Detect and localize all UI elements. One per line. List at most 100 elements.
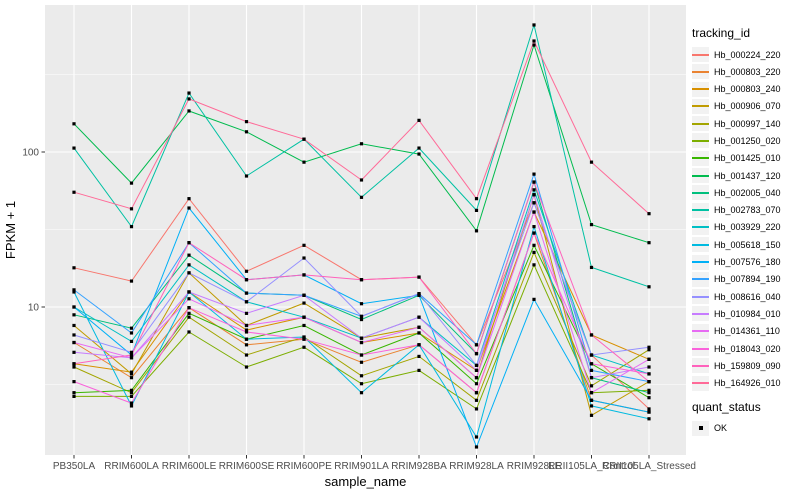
data-point-marker <box>187 290 191 294</box>
data-point-marker <box>417 292 421 296</box>
data-point-marker <box>72 305 76 309</box>
data-point-marker <box>647 417 651 421</box>
y-tick-label: 100 <box>22 148 39 159</box>
legend-key <box>692 323 709 339</box>
data-point-marker <box>647 345 651 349</box>
data-point-marker <box>129 391 134 395</box>
data-point-marker <box>244 337 249 341</box>
data-point-marker <box>244 291 249 295</box>
x-tick-label: RRII105LA_Control <box>548 461 635 472</box>
x-tick-label: RRIM600LA <box>104 461 159 472</box>
data-point-marker <box>244 328 249 332</box>
data-point-marker <box>359 391 364 395</box>
legend-item: Hb_000906_070 <box>692 98 798 115</box>
data-point-marker <box>129 353 134 357</box>
data-point-marker <box>72 266 76 270</box>
legend-label: Hb_000997_140 <box>714 118 781 129</box>
data-point-marker <box>187 315 191 319</box>
x-tick-label: PB350LA <box>53 461 96 472</box>
data-point-marker <box>72 323 76 328</box>
data-point-marker <box>244 269 249 273</box>
status-legend-label: OK <box>714 423 728 434</box>
data-point-marker <box>647 285 651 289</box>
data-point-marker <box>187 271 191 275</box>
data-point-marker <box>417 315 421 319</box>
data-point-marker <box>417 354 421 359</box>
data-point-marker <box>302 273 306 277</box>
legend-item: Hb_000224_220 <box>692 46 798 63</box>
data-point-marker <box>647 212 651 216</box>
legend-key-line-icon <box>692 139 709 142</box>
data-point-marker <box>417 146 421 150</box>
legend-label: Hb_002783_070 <box>714 205 781 216</box>
legend-item: Hb_007894_190 <box>692 271 798 288</box>
data-point-marker <box>72 122 76 126</box>
legend-label: Hb_007576_180 <box>714 257 781 268</box>
data-point-marker <box>72 190 76 194</box>
legend-label: Hb_000224_220 <box>714 49 781 60</box>
data-point-marker <box>589 391 594 395</box>
data-point-marker <box>72 290 76 294</box>
data-point-marker <box>187 241 191 245</box>
y-axis-title: FPKM + 1 <box>3 201 18 259</box>
data-point-marker <box>589 333 594 337</box>
x-tick-label: RRIM901LA <box>334 461 389 472</box>
data-point-marker <box>647 348 651 352</box>
data-point-marker <box>72 340 76 345</box>
legend-key <box>692 116 709 132</box>
legend-key <box>692 98 709 114</box>
legend-key <box>692 375 709 391</box>
data-point-marker <box>532 39 536 43</box>
data-point-marker <box>302 137 306 141</box>
data-point-marker <box>244 343 249 347</box>
data-point-marker <box>187 306 191 310</box>
x-tick-label: RRII105LA_Stressed <box>602 461 696 472</box>
data-point-marker <box>589 362 594 366</box>
data-point-marker <box>302 315 306 319</box>
legend-label: Hb_001425_010 <box>714 153 781 164</box>
legend-item: Hb_005618_150 <box>692 236 798 253</box>
data-point-marker <box>359 302 364 306</box>
data-point-marker <box>647 410 651 414</box>
legend-key <box>692 271 709 287</box>
legend-key <box>692 289 709 305</box>
legend-key-line-icon <box>692 330 709 333</box>
legend-label: Hb_000803_220 <box>714 66 781 77</box>
data-point-marker <box>129 376 134 380</box>
y-tick-label: 10 <box>28 303 40 314</box>
data-point-marker <box>302 335 306 339</box>
data-point-marker <box>589 404 594 408</box>
status-legend-key <box>692 420 709 436</box>
legend-key <box>692 64 709 80</box>
legend-item: Hb_001250_020 <box>692 132 798 149</box>
data-point-marker <box>302 345 306 349</box>
data-point-marker <box>187 263 191 267</box>
data-point-marker <box>647 365 651 369</box>
data-point-marker <box>72 365 76 369</box>
legend-title: tracking_id <box>692 26 751 40</box>
legend-item: Hb_000997_140 <box>692 115 798 132</box>
data-point-marker <box>532 23 536 27</box>
data-point-marker <box>532 43 536 47</box>
x-tick-label: RRIM600SE <box>219 461 275 472</box>
legend-item: Hb_001425_010 <box>692 150 798 167</box>
data-point-marker <box>302 160 306 164</box>
data-point-marker <box>647 372 651 376</box>
legend-label: Hb_000906_070 <box>714 101 781 112</box>
legend-key <box>692 202 709 218</box>
data-point-marker <box>532 231 536 235</box>
data-point-marker <box>647 388 651 392</box>
legend-key-line-icon <box>692 174 709 177</box>
data-point-marker <box>129 388 134 392</box>
legend-key-line-icon <box>692 295 709 298</box>
data-point-marker <box>302 323 306 328</box>
data-point-marker <box>187 97 191 101</box>
legend-item: Hb_164926_010 <box>692 375 798 392</box>
data-point-marker <box>72 350 76 354</box>
data-point-marker <box>129 401 134 405</box>
legend: tracking_id Hb_000224_220 Hb_000803_220 Hb… <box>692 26 798 437</box>
data-point-marker <box>129 394 134 398</box>
legend-item: Hb_001437_120 <box>692 167 798 184</box>
data-point-marker <box>647 391 651 395</box>
data-point-marker <box>187 206 191 210</box>
